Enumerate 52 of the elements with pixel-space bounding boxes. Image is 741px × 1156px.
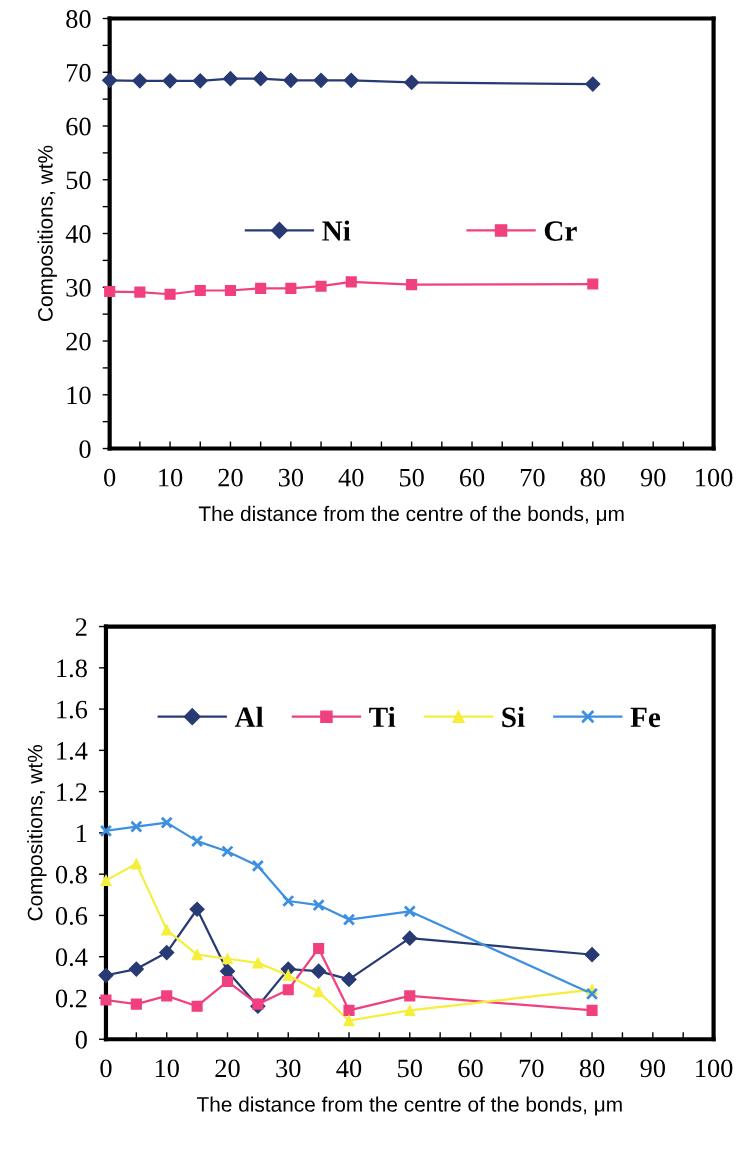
y-tick-label: 0.6 [55, 907, 88, 925]
x-axis-title: The distance from the centre of the bonds, μm [198, 505, 624, 525]
y-tick-label: 40 [65, 225, 91, 243]
x-tick-label: 30 [276, 1059, 301, 1078]
legend-label: Fe [630, 707, 661, 728]
x-tick-label: 70 [520, 468, 545, 487]
y-axis-title: Compositions, wt% [27, 745, 47, 921]
y-tick-label: 50 [66, 171, 91, 190]
y-tick-label: 1.8 [57, 659, 87, 678]
x-tick-label: 0 [100, 1059, 112, 1078]
y-tick-label: 1.4 [57, 742, 88, 760]
y-tick-label: 20 [66, 332, 91, 351]
y-tick-label: 1 [77, 824, 87, 843]
y-tick-label: 0 [75, 1030, 87, 1049]
x-tick-label: 20 [218, 468, 243, 487]
legend-label: Ti [369, 706, 396, 727]
x-tick-label: 0 [104, 468, 116, 487]
y-tick-label: 10 [67, 386, 91, 405]
x-tick-label: 10 [159, 468, 183, 487]
legend-label: Si [502, 706, 525, 728]
y-tick-label: 70 [66, 63, 91, 82]
x-tick-label: 80 [580, 468, 605, 487]
y-tick-label: 2 [75, 618, 87, 636]
x-axis-title: The distance from the centre of the bonds, μm [196, 1096, 622, 1116]
x-tick-label: 20 [215, 1059, 240, 1078]
x-tick-label: 80 [579, 1059, 605, 1078]
x-tick-label: 40 [338, 468, 364, 487]
x-tick-label: 60 [459, 468, 485, 487]
y-tick-label: 0.8 [55, 865, 87, 884]
y-tick-label: 80 [66, 10, 91, 28]
x-tick-label: 10 [155, 1059, 179, 1078]
y-tick-label: 0.2 [55, 989, 87, 1008]
x-tick-label: 40 [336, 1059, 362, 1078]
x-tick-label: 70 [519, 1059, 544, 1078]
x-tick-label: 50 [398, 1059, 422, 1078]
legend-label: Ni [322, 220, 351, 241]
y-tick-label: 60 [66, 117, 91, 136]
y-tick-label: 1.6 [57, 700, 88, 719]
x-tick-label: 100 [696, 468, 733, 487]
legend-label: Al [234, 706, 264, 727]
y-tick-label: 0 [79, 440, 91, 458]
x-tick-label: 30 [278, 468, 304, 487]
y-axis-title: Compositions, wt% [37, 145, 57, 322]
legend-label: Cr [544, 221, 577, 241]
x-tick-label: 50 [399, 468, 424, 487]
y-tick-label: 1.2 [57, 783, 87, 802]
x-tick-label: 100 [696, 1059, 733, 1078]
x-tick-label: 90 [640, 1059, 666, 1078]
x-tick-label: 60 [458, 1059, 483, 1078]
y-tick-label: 0.4 [55, 948, 88, 967]
x-tick-label: 90 [640, 468, 666, 487]
y-tick-label: 30 [66, 278, 91, 297]
